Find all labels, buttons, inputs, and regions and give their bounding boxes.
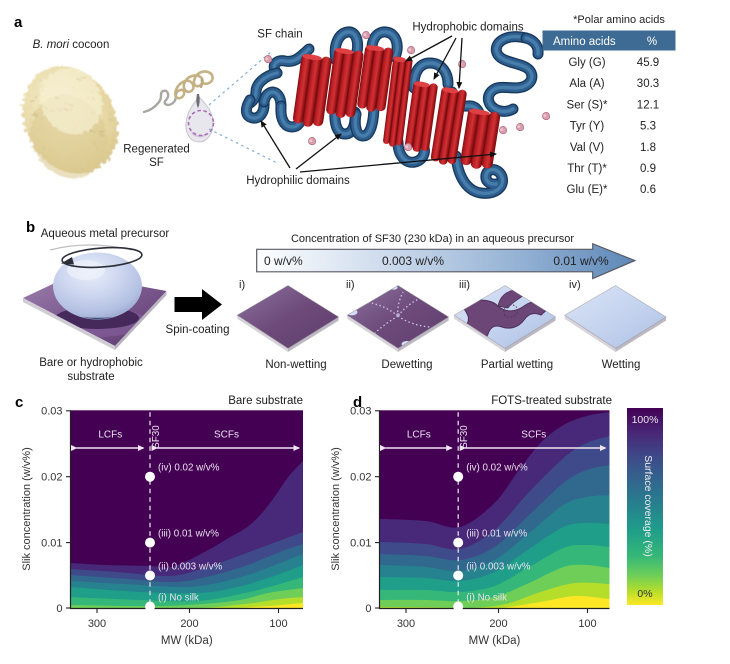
svg-text:300: 300 <box>397 618 415 630</box>
svg-text:Hydrophobic domains: Hydrophobic domains <box>412 22 523 34</box>
svg-text:0.01: 0.01 <box>350 537 371 549</box>
svg-text:(i) No silk: (i) No silk <box>158 593 199 604</box>
svg-text:(ii) 0.003 w/v%: (ii) 0.003 w/v% <box>158 562 223 573</box>
svg-text:Ser (S)*: Ser (S)* <box>567 99 608 111</box>
svg-text:c: c <box>15 394 23 411</box>
svg-text:0.01 w/v%: 0.01 w/v% <box>553 254 609 268</box>
svg-text:(iii) 0.01 w/v%: (iii) 0.01 w/v% <box>158 529 219 540</box>
svg-text:Tyr (Y): Tyr (Y) <box>570 121 605 133</box>
svg-text:*Polar amino acids: *Polar amino acids <box>573 14 665 26</box>
svg-text:0 w/v%: 0 w/v% <box>264 254 303 268</box>
svg-text:Glu (E)*: Glu (E)* <box>567 184 608 196</box>
svg-text:LCFs: LCFs <box>407 430 431 441</box>
svg-text:(iv) 0.02 w/v%: (iv) 0.02 w/v% <box>158 463 220 474</box>
svg-text:0.01: 0.01 <box>41 537 62 549</box>
svg-text:0: 0 <box>56 603 62 615</box>
svg-text:5.3: 5.3 <box>640 121 656 133</box>
svg-text:(i) No silk: (i) No silk <box>466 593 507 604</box>
svg-text:0: 0 <box>365 603 371 615</box>
svg-text:Bare or hydrophobic: Bare or hydrophobic <box>39 357 143 369</box>
svg-text:Concentration of SF30 (230 kDa: Concentration of SF30 (230 kDa) in an aq… <box>291 233 574 245</box>
svg-text:i): i) <box>239 279 245 291</box>
svg-text:100%: 100% <box>632 414 659 426</box>
svg-text:%: % <box>647 36 657 48</box>
svg-text:0.9: 0.9 <box>640 163 656 175</box>
svg-text:0.03: 0.03 <box>350 406 371 418</box>
svg-text:Partial wetting: Partial wetting <box>481 359 553 371</box>
svg-text:Gly (G): Gly (G) <box>568 57 605 69</box>
svg-text:200: 200 <box>180 618 198 630</box>
svg-text:100: 100 <box>578 618 596 630</box>
svg-text:ii): ii) <box>346 279 355 291</box>
svg-text:30.3: 30.3 <box>637 78 659 90</box>
svg-text:SF: SF <box>149 157 164 169</box>
svg-text:Hydrophilic domains: Hydrophilic domains <box>246 175 350 187</box>
svg-text:Slik concentration (w/v%): Slik concentration (w/v%) <box>330 447 342 571</box>
svg-text:(ii) 0.003 w/v%: (ii) 0.003 w/v% <box>466 562 531 573</box>
svg-text:0.6: 0.6 <box>640 184 656 196</box>
svg-text:b: b <box>26 219 35 236</box>
svg-text:MW (kDa): MW (kDa) <box>161 635 213 647</box>
svg-text:Slik concentration (w/v%): Slik concentration (w/v%) <box>21 447 33 571</box>
svg-text:12.1: 12.1 <box>637 99 659 111</box>
svg-text:0.02: 0.02 <box>41 472 62 484</box>
svg-text:SF30: SF30 <box>151 425 162 449</box>
svg-text:MW (kDa): MW (kDa) <box>469 635 521 647</box>
svg-text:(iv) 0.02 w/v%: (iv) 0.02 w/v% <box>466 463 528 474</box>
svg-text:SF chain: SF chain <box>257 29 302 41</box>
svg-text:Non-wetting: Non-wetting <box>265 359 326 371</box>
svg-text:0.003 w/v%: 0.003 w/v% <box>382 254 444 268</box>
svg-text:FOTS-treated substrate: FOTS-treated substrate <box>491 395 612 407</box>
svg-text:45.9: 45.9 <box>637 57 659 69</box>
svg-text:SCFs: SCFs <box>214 430 239 441</box>
svg-text:iv): iv) <box>569 279 581 291</box>
svg-text:Regenerated: Regenerated <box>123 144 190 156</box>
svg-text:B. mori cocoon: B. mori cocoon <box>33 39 110 51</box>
svg-text:iii): iii) <box>459 279 470 291</box>
svg-text:a: a <box>14 14 23 31</box>
svg-text:SF30: SF30 <box>459 425 470 449</box>
svg-text:100: 100 <box>269 618 287 630</box>
svg-text:Wetting: Wetting <box>602 359 641 371</box>
svg-text:Ala (A): Ala (A) <box>569 78 604 90</box>
svg-text:300: 300 <box>88 618 106 630</box>
svg-text:substrate: substrate <box>67 371 114 383</box>
svg-text:LCFs: LCFs <box>98 430 122 441</box>
svg-text:Amino acids: Amino acids <box>553 36 616 48</box>
svg-text:0.03: 0.03 <box>41 406 62 418</box>
svg-text:SCFs: SCFs <box>521 430 546 441</box>
svg-text:Surface coverage (%): Surface coverage (%) <box>642 455 654 557</box>
svg-text:0.02: 0.02 <box>350 472 371 484</box>
svg-text:Spin-coating: Spin-coating <box>166 324 230 336</box>
svg-text:Bare substrate: Bare substrate <box>228 395 303 407</box>
svg-text:Val (V): Val (V) <box>570 142 604 154</box>
svg-text:d: d <box>353 394 362 411</box>
svg-text:(iii) 0.01 w/v%: (iii) 0.01 w/v% <box>466 529 527 540</box>
svg-text:Dewetting: Dewetting <box>381 359 432 371</box>
svg-text:1.8: 1.8 <box>640 142 656 154</box>
svg-text:0%: 0% <box>637 588 652 600</box>
svg-text:Thr (T)*: Thr (T)* <box>567 163 607 175</box>
svg-text:200: 200 <box>489 618 507 630</box>
svg-text:Aqueous metal precursor: Aqueous metal precursor <box>41 228 170 240</box>
